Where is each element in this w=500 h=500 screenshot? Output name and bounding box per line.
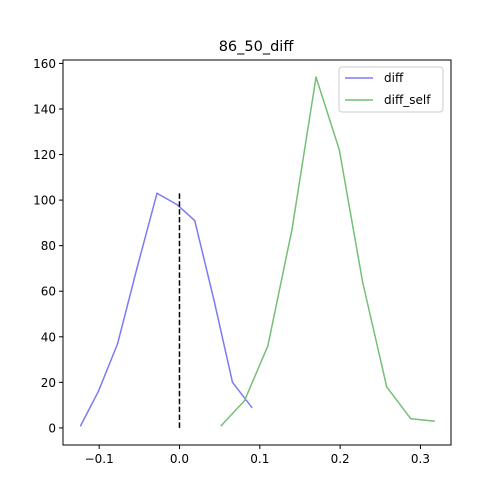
data-point-diff_self-0: [220, 424, 223, 427]
y-tick-label: 40: [41, 330, 56, 344]
chart-title: 86_50_diff: [219, 39, 295, 55]
data-point-diff_self-4: [315, 76, 317, 78]
x-tick-label: −0.1: [85, 452, 114, 466]
data-point-diff-3: [136, 267, 138, 270]
x-tick-label: 0.2: [331, 452, 350, 466]
data-point-diff-7: [213, 299, 215, 302]
legend-label-diff: diff: [384, 71, 404, 85]
y-tick-label: 120: [33, 148, 56, 162]
y-tick-label: 20: [41, 376, 56, 390]
data-point-diff_self-1: [243, 399, 246, 402]
y-tick-label: 80: [41, 239, 56, 253]
y-tick-label: 0: [48, 421, 56, 435]
plot-area: [79, 76, 435, 428]
y-tick-label: 160: [33, 57, 56, 71]
legend-label-diff_self: diff_self: [384, 93, 431, 107]
data-point-diff_self-8: [410, 418, 412, 420]
data-point-diff_self-9: [433, 420, 435, 422]
data-point-diff-1: [97, 390, 100, 393]
data-point-diff-0: [79, 424, 82, 427]
data-point-diff_self-5: [338, 149, 341, 151]
data-point-diff-8: [231, 381, 234, 384]
series-line-diff_self: [220, 76, 435, 427]
y-tick-label: 60: [41, 285, 56, 299]
axis-ticks: −0.1 0.0 0.1 0.2 0.3 0 20 40 60 80 100 120 140 160: [33, 57, 430, 466]
data-point-diff-4: [156, 192, 158, 195]
y-tick-label: 100: [33, 194, 56, 208]
data-point-diff-2: [116, 342, 119, 345]
data-point-diff-9: [250, 406, 253, 409]
data-point-diff_self-2: [267, 345, 269, 347]
data-point-diff_self-3: [291, 228, 293, 231]
series-line-diff: [80, 192, 253, 426]
data-point-diff-5: [176, 203, 178, 206]
data-point-diff_self-6: [361, 281, 364, 283]
x-tick-label: 0.0: [170, 452, 189, 466]
data-point-diff-6: [193, 219, 196, 222]
axes-frame: [62, 59, 452, 446]
x-tick-label: 0.3: [411, 452, 430, 466]
y-tick-label: 140: [33, 102, 56, 116]
x-tick-label: 0.1: [250, 452, 269, 466]
legend: diff diff_self: [338, 66, 444, 113]
data-point-diff_self-7: [385, 386, 388, 388]
